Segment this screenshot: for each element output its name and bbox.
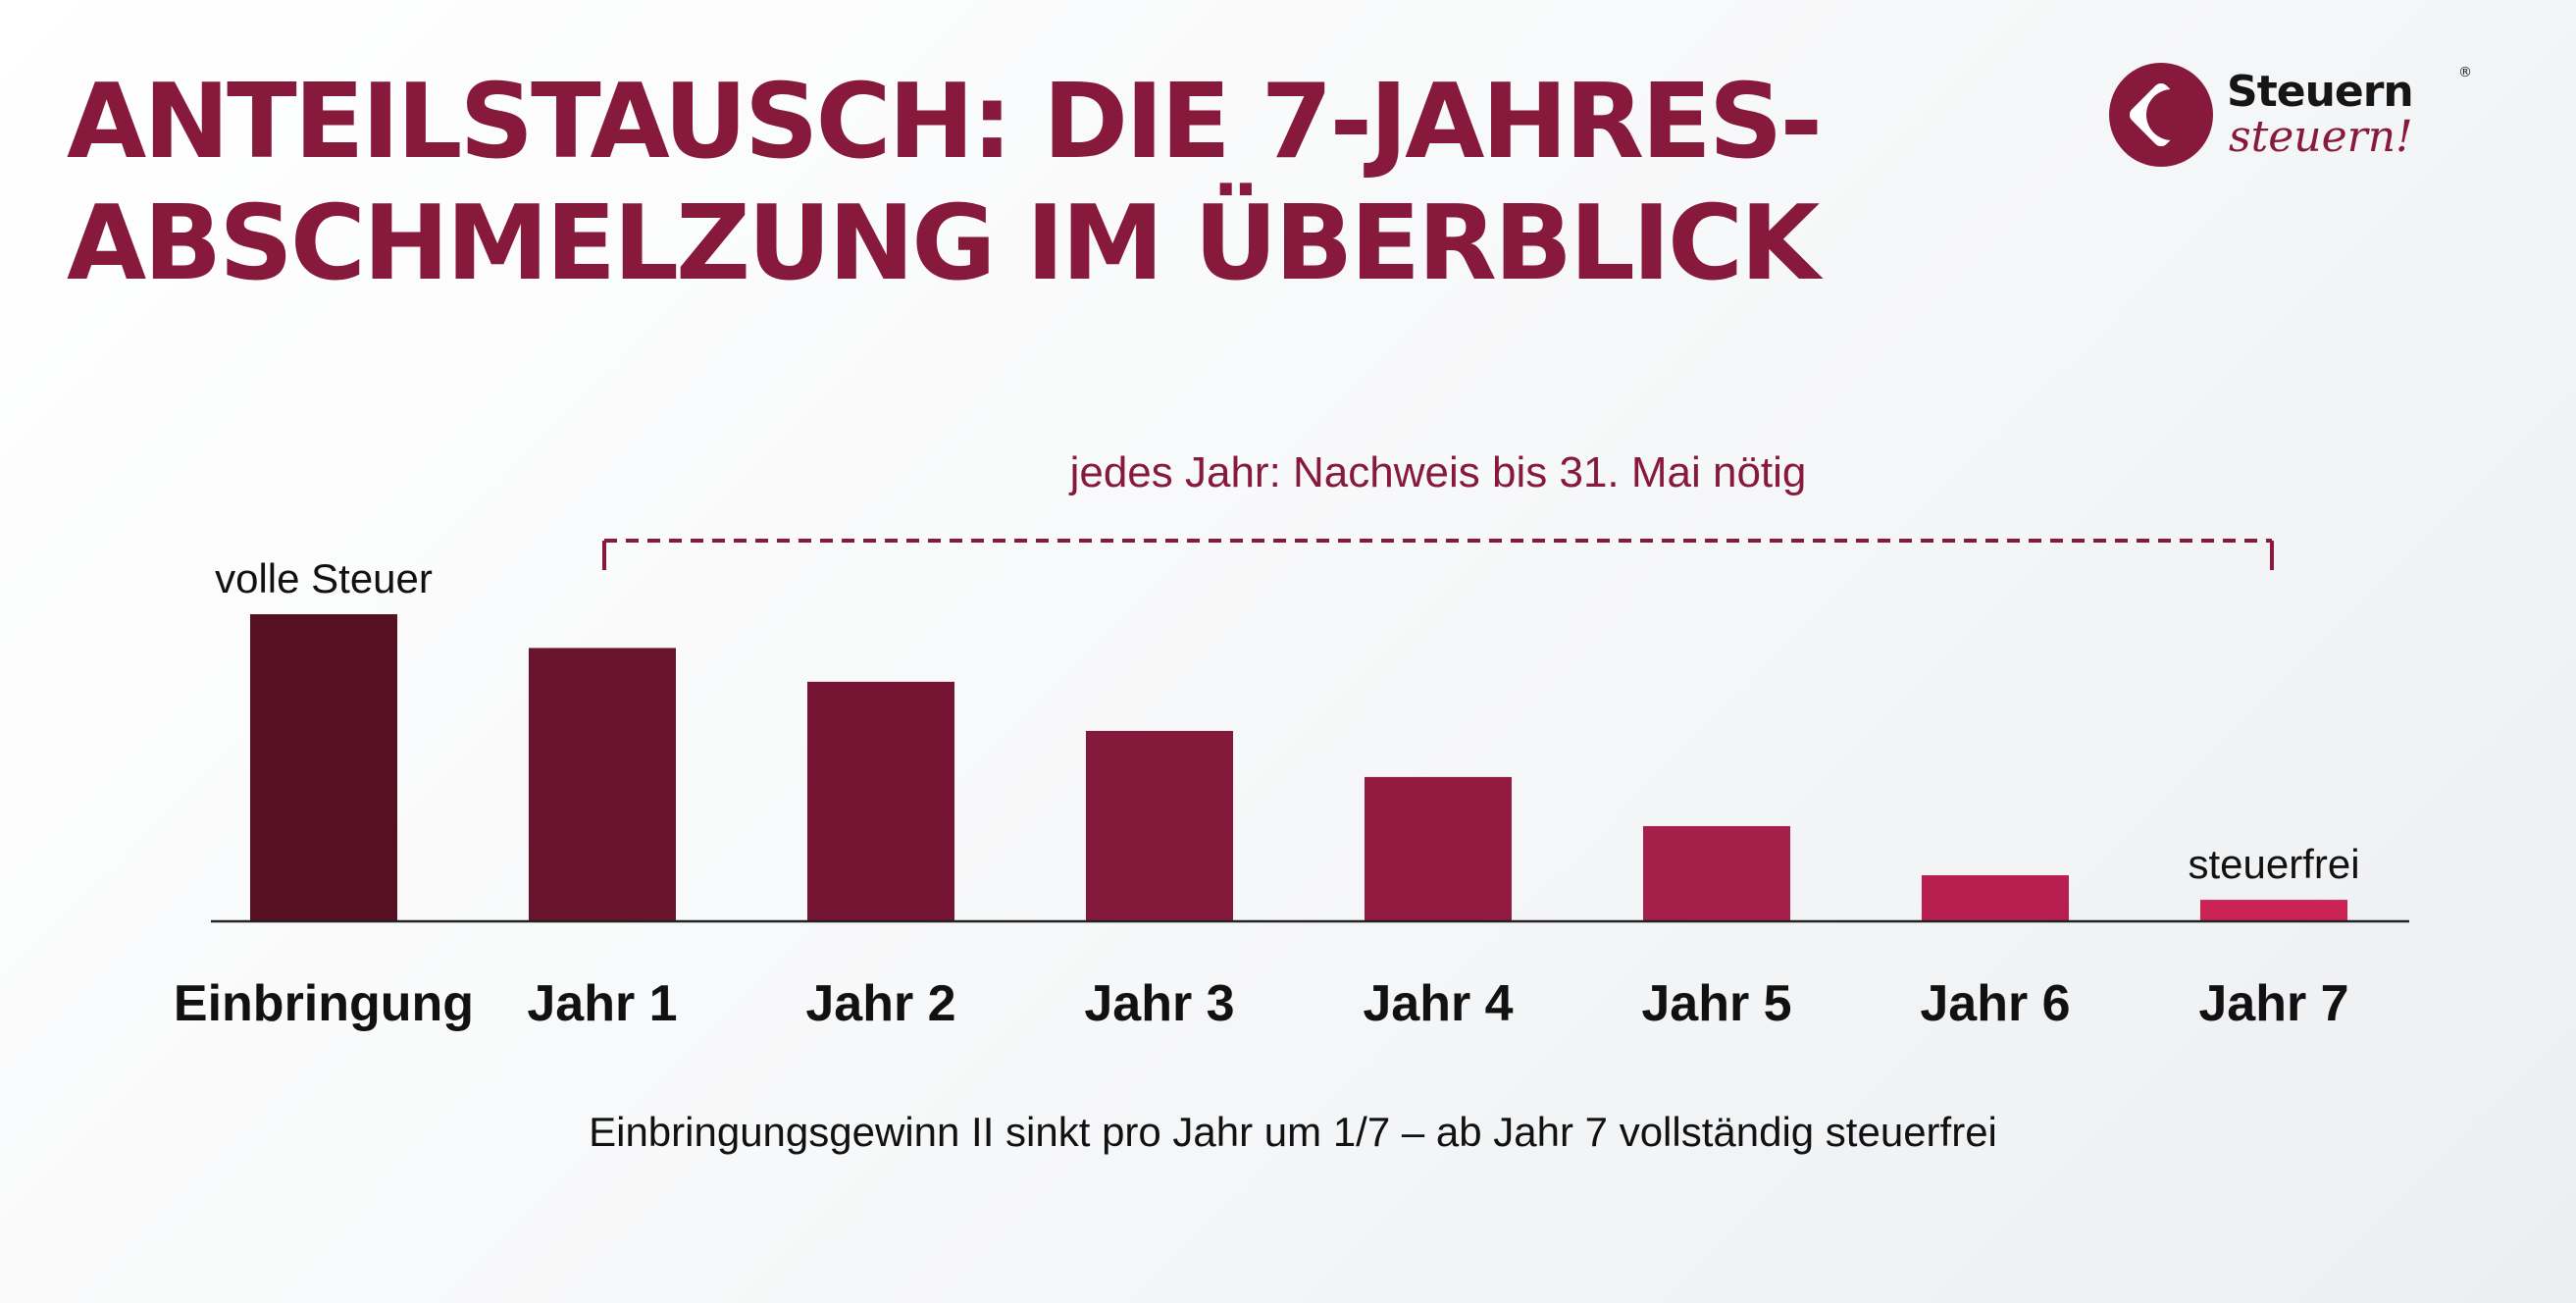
x-tick-label: Jahr 3 — [1084, 975, 1234, 1032]
bar-annotations: volle Steuer steuerfrei — [215, 555, 2359, 887]
logo-registered-mark: ® — [2458, 65, 2472, 80]
x-tick-label: Jahr 1 — [527, 975, 677, 1032]
brand-logo: Steuern ® steuern! — [2107, 61, 2480, 169]
chart-caption: Einbringungsgewinn II sinkt pro Jahr um … — [589, 1109, 1997, 1155]
bar-einbringung — [250, 614, 397, 921]
bar-annotation-label: steuerfrei — [2188, 841, 2359, 887]
bar-jahr-1 — [529, 648, 676, 921]
x-tick-label: Jahr 5 — [1641, 975, 1791, 1032]
bar-jahr-2 — [807, 681, 954, 921]
logo-wordmark-bottom: steuern! — [2229, 112, 2413, 162]
x-tick-label: Einbringung — [174, 975, 474, 1032]
x-tick-label: Jahr 7 — [2198, 975, 2348, 1032]
bar-jahr-5 — [1643, 825, 1790, 921]
bar-jahr-3 — [1086, 730, 1233, 921]
bar-jahr-6 — [1922, 875, 2069, 921]
bar-annotation-label: volle Steuer — [215, 555, 433, 601]
page-title: ANTEILSTAUSCH: DIE 7-JAHRES- ABSCHMELZUN… — [67, 61, 1980, 304]
bar-jahr-4 — [1365, 776, 1512, 921]
x-tick-label: Jahr 6 — [1920, 975, 2070, 1032]
title-line-1: ANTEILSTAUSCH: DIE 7-JAHRES- — [67, 62, 1823, 182]
x-tick-label: Jahr 2 — [805, 975, 955, 1032]
x-tick-label: Jahr 4 — [1363, 975, 1513, 1032]
bars-group — [250, 614, 2347, 921]
x-axis-labels: Einbringung Jahr 1 Jahr 2 Jahr 3 Jahr 4 Jahr … — [174, 975, 2349, 1032]
bracket-annotation: jedes Jahr: Nachweis bis 31. Mai nötig — [602, 448, 2274, 570]
logo-wordmark-top: Steuern — [2227, 67, 2414, 117]
bar-jahr-7 — [2200, 900, 2347, 921]
title-line-2: ABSCHMELZUNG IM ÜBERBLICK — [67, 183, 1820, 303]
logo-mark-icon — [2109, 63, 2213, 167]
bracket-label: jedes Jahr: Nachweis bis 31. Mai nötig — [1068, 448, 1807, 496]
